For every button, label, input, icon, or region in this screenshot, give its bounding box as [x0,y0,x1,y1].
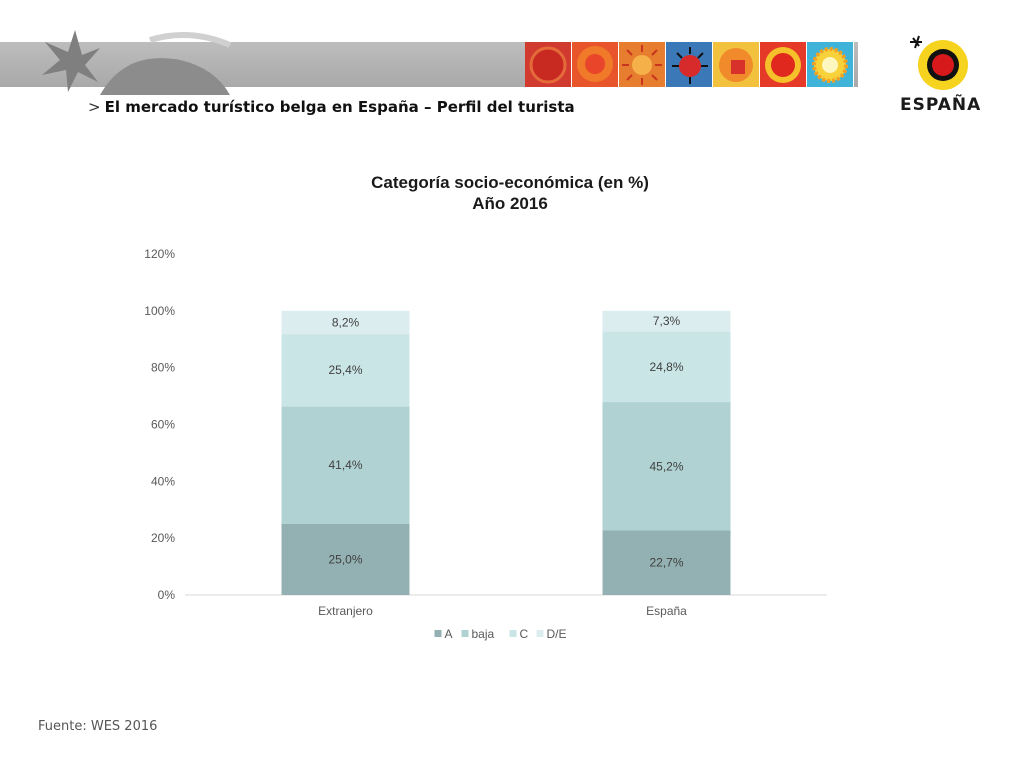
sun-orange-icon [572,42,619,87]
legend-swatch [509,630,517,637]
y-tick-label: 20% [151,531,175,545]
bar-segment [602,331,731,403]
y-tick-label: 0% [158,588,176,602]
y-tick-label: 80% [151,361,175,375]
y-tick-label: 120% [144,247,175,261]
chart-title-line-1: Categoría socio-económica (en %) [371,173,649,192]
data-label: 24,8% [649,360,683,374]
x-tick-label: España [646,604,687,618]
sun-square-icon [713,42,760,87]
bar-segment [602,402,731,531]
sun-red-icon [525,42,572,87]
bar-segment [281,310,410,335]
y-tick-label: 60% [151,418,175,432]
data-label: 22,7% [649,556,683,570]
y-tick-label: 100% [144,304,175,318]
chart-title-line-2: Año 2016 [472,194,548,213]
svg-text:ESPAÑA: ESPAÑA [900,92,980,115]
bar-segment [602,530,731,595]
bar-segment [281,523,410,595]
y-tick-label: 40% [151,474,175,488]
bar-segment [281,334,410,407]
page-subtitle: > El mercado turístico belga en España – … [88,98,575,116]
legend-swatch [434,630,442,637]
legend-swatch [536,630,544,637]
sun-burst-icon [760,42,807,87]
bar-segment [281,406,410,524]
legend-label: C [520,627,529,641]
data-label: 25,4% [328,363,362,377]
sun-yellow-icon [807,42,854,87]
source-note: Fuente: WES 2016 [38,719,158,734]
legend-swatch [461,630,469,637]
spain-tourism-logo: ESPAÑA [900,35,980,115]
data-label: 45,2% [649,459,683,473]
data-label: 8,2% [332,315,360,329]
legend-label: baja [472,627,495,641]
header-artwork-tiles [525,42,854,87]
legend-label: D/E [547,627,567,641]
sun-face-icon [666,42,713,87]
x-tick-label: Extranjero [318,604,373,618]
data-label: 7,3% [653,314,681,328]
legend-label: A [445,627,453,641]
bar-segment [602,310,731,332]
sun-rays-icon [619,42,666,87]
data-label: 25,0% [328,552,362,566]
data-label: 41,4% [328,458,362,472]
header-decoration-icon [42,30,232,95]
